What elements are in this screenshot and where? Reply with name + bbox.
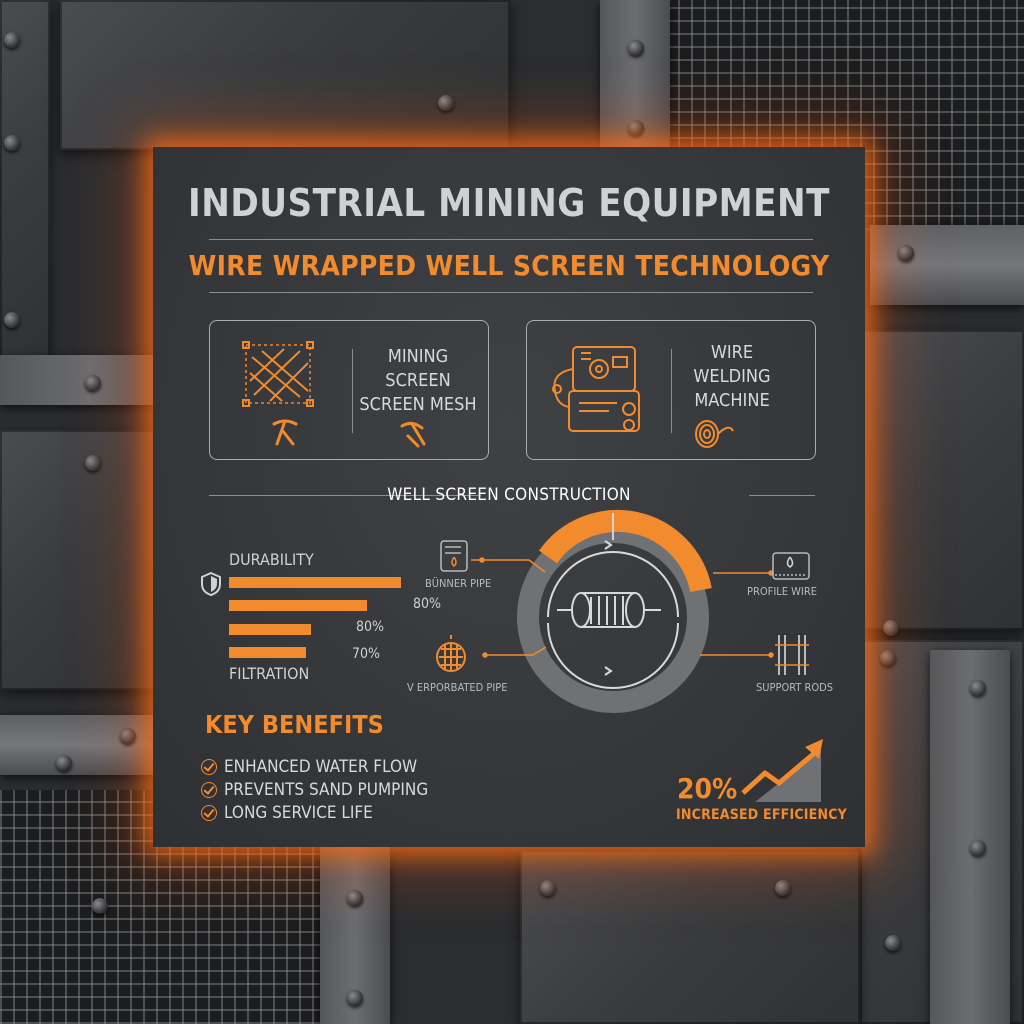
wire-coil-icon — [695, 420, 734, 448]
rivet — [970, 840, 986, 856]
background-plate — [520, 850, 860, 1024]
card-divider — [671, 349, 672, 433]
rivet — [85, 375, 101, 391]
rivet — [347, 890, 363, 906]
profile-wire-label: PROFILE WIRE — [747, 585, 817, 598]
bar-value-label: 80% — [356, 619, 384, 635]
rivet — [4, 32, 20, 48]
title-divider — [209, 239, 813, 240]
key-benefits-title: KEY BENEFITS — [205, 710, 384, 739]
welding-machine-card: WIRE WELDING MACHINE — [526, 320, 816, 460]
bar-value-label: 80% — [413, 596, 441, 612]
background-beam — [0, 715, 170, 775]
mining-screen-card: MINING SCREEN SCREEN MESH — [209, 320, 489, 460]
background-plate — [0, 430, 160, 690]
label-line: MACHINE — [694, 390, 770, 411]
rivet — [883, 620, 899, 636]
section-rule-right — [749, 495, 815, 496]
pickaxe-icon — [400, 421, 426, 448]
support-rods-label: SUPPORT RODS — [756, 681, 834, 694]
page-title: INDUSTRIAL MINING EQUIPMENT — [188, 181, 830, 225]
label-line: MINING — [387, 346, 449, 367]
rivet — [628, 120, 644, 136]
woven-mesh-icon — [242, 341, 314, 407]
card-divider — [352, 349, 353, 433]
rivet — [92, 898, 108, 914]
performance-bar — [229, 647, 306, 658]
performance-bar — [229, 600, 367, 611]
infographic-panel: INDUSTRIAL MINING EQUIPMENT WIRE WRAPPED… — [153, 147, 865, 847]
durability-label: DURABILITY — [229, 550, 314, 569]
rivet — [885, 935, 901, 951]
background-plate — [60, 0, 510, 150]
benefit-text: ENHANCED WATER FLOW — [224, 757, 418, 777]
pickaxe-icon — [272, 419, 298, 446]
label-line: WELDING — [693, 366, 771, 387]
rivet — [85, 455, 101, 471]
performance-bar — [229, 577, 401, 588]
check-icon — [201, 759, 217, 775]
bar-value-label: 70% — [352, 646, 380, 662]
benefit-item: PREVENTS SAND PUMPING — [201, 780, 428, 800]
page-subtitle: WIRE WRAPPED WELL SCREEN TECHNOLOGY — [188, 249, 830, 282]
background-beam — [870, 225, 1024, 305]
label-line: WIRE — [710, 342, 754, 363]
efficiency-label: INCREASED EFFICIENCY — [676, 807, 847, 823]
background-plate — [0, 0, 50, 360]
benefit-text: LONG SERVICE LIFE — [224, 803, 373, 823]
rivet — [880, 650, 896, 666]
benefit-item: ENHANCED WATER FLOW — [201, 757, 417, 777]
welding-machine-icon — [552, 346, 640, 432]
rivet — [120, 728, 136, 744]
rivet — [4, 135, 20, 151]
efficiency-value: 20% — [677, 772, 738, 805]
section-rule-left — [209, 495, 481, 496]
subtitle-divider — [209, 292, 813, 293]
welding-machine-label: WIRE WELDING MACHINE — [677, 341, 787, 413]
background-plate — [860, 330, 1024, 630]
rivet — [775, 880, 791, 896]
rivet — [628, 40, 644, 56]
filtration-label: FILTRATION — [229, 664, 310, 683]
rivet — [970, 680, 986, 696]
background-beam — [930, 650, 1010, 1024]
rivet — [4, 312, 20, 328]
rivet — [898, 245, 914, 261]
check-icon — [201, 805, 217, 821]
benefit-item: LONG SERVICE LIFE — [201, 803, 373, 823]
rivet — [347, 990, 363, 1006]
construction-title: WELL SCREEN CONSTRUCTION — [387, 485, 631, 505]
check-icon — [201, 782, 217, 798]
performance-bar — [229, 624, 311, 635]
shield-icon — [201, 571, 221, 597]
mining-screen-label: MINING SCREEN SCREEN MESH — [358, 345, 478, 417]
benefit-text: PREVENTS SAND PUMPING — [224, 780, 429, 800]
label-line: SCREEN MESH — [359, 394, 477, 415]
label-line: SCREEN — [385, 370, 451, 391]
rivet — [56, 755, 72, 771]
rivet — [540, 880, 556, 896]
inner-pipe-label: BÜNNER PIPE — [425, 577, 492, 590]
rivet — [438, 95, 454, 111]
perforated-pipe-label: V ERPORBATED PIPE — [407, 681, 508, 694]
